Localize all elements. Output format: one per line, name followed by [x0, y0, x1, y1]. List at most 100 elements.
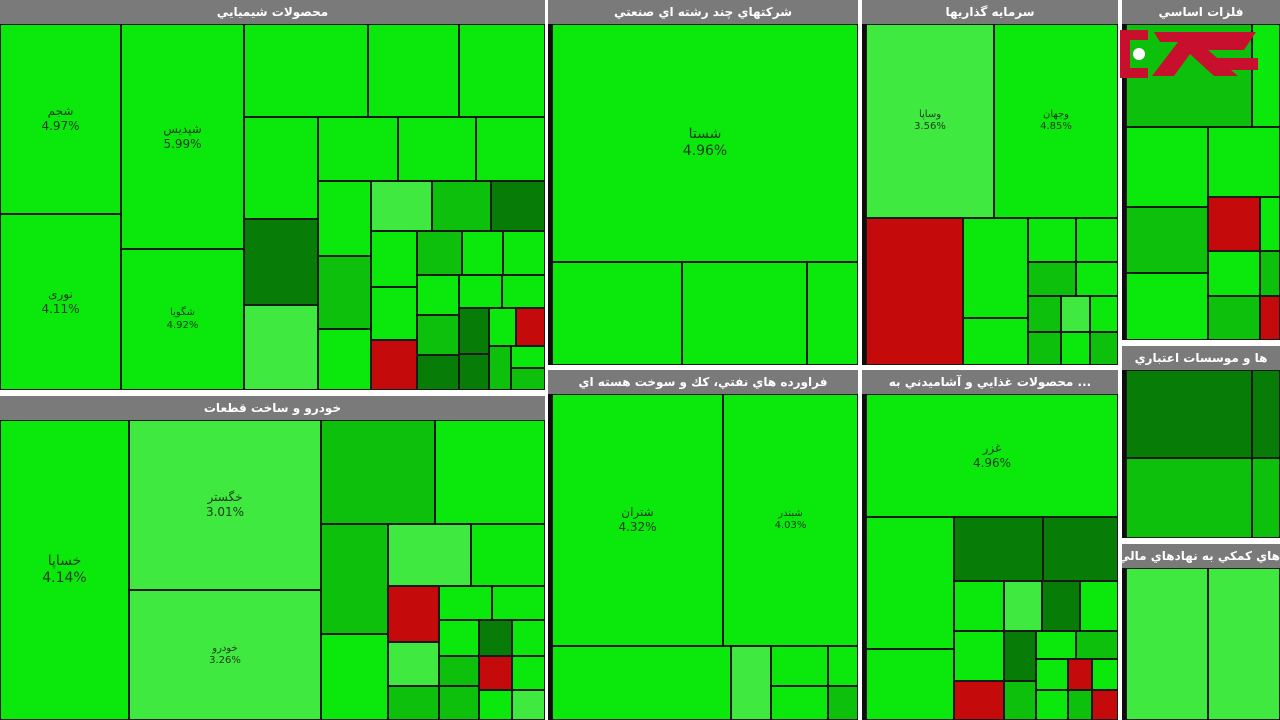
tile[interactable] — [1260, 251, 1280, 296]
tile[interactable] — [1076, 218, 1118, 262]
tile[interactable] — [417, 275, 459, 315]
tile[interactable] — [459, 24, 545, 117]
tile[interactable] — [321, 634, 388, 720]
tile[interactable] — [439, 620, 479, 656]
tile-shatran-a[interactable]: شجم 4.97% — [0, 24, 121, 214]
tile[interactable] — [318, 181, 371, 256]
tile[interactable] — [439, 586, 492, 620]
tile[interactable] — [318, 256, 371, 329]
tile[interactable] — [828, 646, 858, 686]
tile[interactable] — [503, 231, 545, 275]
tile-shpadis[interactable]: شپدیس 5.99% — [121, 24, 244, 249]
tile[interactable] — [417, 315, 459, 355]
tile[interactable] — [1061, 296, 1090, 332]
tile[interactable] — [1208, 197, 1260, 251]
tile[interactable] — [963, 318, 1028, 365]
tile-shasta[interactable]: شستا 4.96% — [552, 24, 858, 262]
tile[interactable] — [1092, 659, 1118, 690]
tile[interactable] — [371, 231, 417, 287]
tile[interactable] — [476, 117, 545, 181]
tile[interactable] — [244, 219, 318, 305]
tile[interactable] — [771, 646, 828, 686]
tile[interactable] — [512, 620, 545, 656]
tile[interactable] — [1028, 262, 1076, 296]
tile[interactable] — [731, 646, 771, 720]
tile[interactable] — [1208, 251, 1260, 296]
tile[interactable] — [1092, 690, 1118, 720]
tile-nouri[interactable]: نوری 4.11% — [0, 214, 121, 390]
tile[interactable] — [1028, 332, 1061, 365]
tile[interactable] — [771, 686, 828, 720]
tile[interactable] — [1061, 332, 1090, 365]
tile[interactable] — [479, 690, 512, 720]
tile[interactable] — [318, 329, 371, 390]
tile[interactable] — [489, 308, 516, 346]
tile[interactable] — [1068, 690, 1092, 720]
tile[interactable] — [417, 231, 462, 275]
tile[interactable] — [954, 631, 1004, 681]
tile[interactable] — [1208, 296, 1260, 340]
tile[interactable] — [435, 420, 545, 524]
tile-shebandar[interactable]: شبندر 4.03% — [723, 394, 858, 646]
tile[interactable] — [1126, 458, 1252, 538]
tile[interactable] — [1252, 370, 1280, 458]
tile[interactable] — [371, 181, 432, 231]
tile[interactable] — [479, 656, 512, 690]
tile[interactable] — [516, 308, 545, 346]
tile[interactable] — [489, 346, 511, 390]
tile[interactable] — [459, 275, 502, 308]
tile[interactable] — [321, 524, 388, 634]
tile-vsapa[interactable]: وساپا 3.56% — [866, 24, 994, 218]
tile[interactable] — [682, 262, 807, 365]
tile[interactable] — [1090, 296, 1118, 332]
tile[interactable] — [1042, 581, 1080, 631]
tile[interactable] — [1036, 690, 1068, 720]
tile[interactable] — [1208, 127, 1280, 197]
tile[interactable] — [462, 231, 503, 275]
tile[interactable] — [388, 642, 439, 686]
tile-khodro[interactable]: خودرو 3.26% — [129, 590, 321, 720]
tile[interactable] — [459, 354, 489, 390]
tile-khgostar[interactable]: خگستر 3.01% — [129, 420, 321, 590]
tile[interactable] — [398, 117, 476, 181]
tile[interactable] — [439, 686, 479, 720]
tile[interactable] — [1208, 568, 1280, 720]
tile[interactable] — [1126, 207, 1208, 273]
tile[interactable] — [244, 24, 368, 117]
tile[interactable] — [1126, 273, 1208, 340]
tile[interactable] — [368, 24, 459, 117]
tile[interactable] — [502, 275, 545, 308]
tile[interactable] — [1004, 581, 1042, 631]
tile[interactable] — [1260, 197, 1280, 251]
tile[interactable] — [866, 517, 954, 649]
tile[interactable] — [1036, 659, 1068, 690]
tile[interactable] — [828, 686, 858, 720]
tile[interactable] — [1004, 631, 1036, 681]
tile[interactable] — [321, 420, 435, 524]
tile[interactable] — [1076, 631, 1118, 659]
tile[interactable] — [1076, 262, 1118, 296]
tile[interactable] — [439, 656, 479, 686]
tile[interactable] — [1252, 458, 1280, 538]
tile[interactable] — [954, 681, 1004, 720]
tile[interactable] — [511, 368, 545, 390]
tile[interactable] — [318, 117, 398, 181]
tile[interactable] — [432, 181, 491, 231]
tile[interactable] — [244, 117, 318, 219]
tile[interactable] — [552, 262, 682, 365]
tile[interactable] — [471, 524, 545, 586]
tile[interactable] — [388, 586, 439, 642]
tile[interactable] — [1252, 24, 1280, 127]
tile[interactable] — [1126, 370, 1252, 458]
tile[interactable] — [866, 218, 963, 365]
tile[interactable] — [866, 649, 954, 720]
tile-vjahan[interactable]: وجهان 4.85% — [994, 24, 1118, 218]
tile[interactable] — [417, 355, 459, 390]
tile[interactable] — [1043, 517, 1118, 581]
tile[interactable] — [491, 181, 545, 231]
tile[interactable] — [1068, 659, 1092, 690]
tile-ghzar[interactable]: غزر 4.96% — [866, 394, 1118, 517]
tile[interactable] — [1004, 681, 1036, 720]
tile[interactable] — [1260, 296, 1280, 340]
tile[interactable] — [1126, 568, 1208, 720]
